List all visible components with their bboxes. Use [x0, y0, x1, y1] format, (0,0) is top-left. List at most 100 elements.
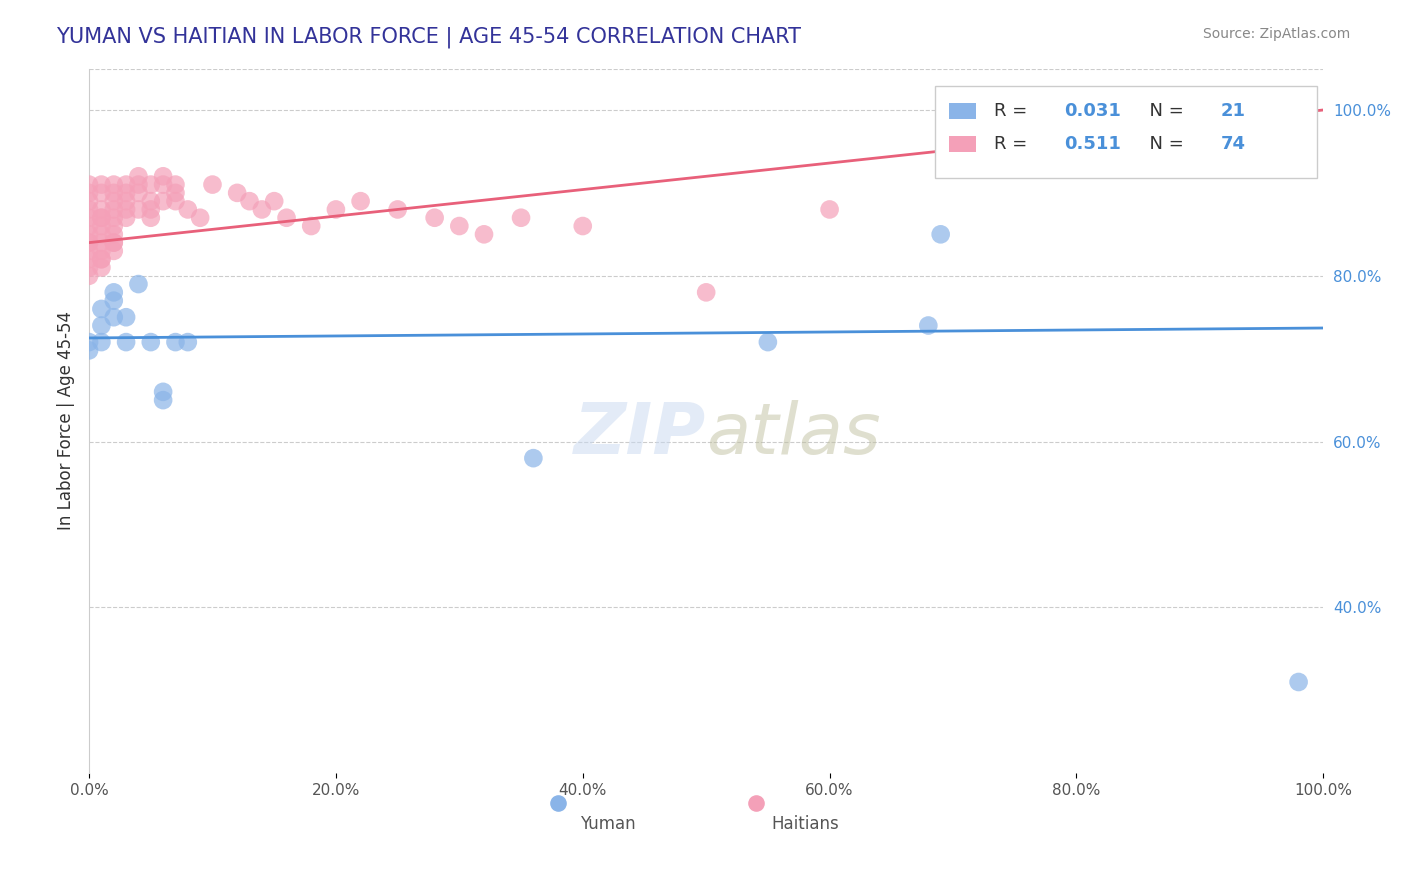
Haitians [103, 244, 125, 258]
Haitians [90, 178, 112, 192]
Text: R =: R = [994, 102, 1033, 120]
Y-axis label: In Labor Force | Age 45-54: In Labor Force | Age 45-54 [58, 311, 75, 531]
Haitians [1004, 103, 1026, 117]
Haitians [90, 252, 112, 267]
Haitians [77, 227, 100, 242]
Haitians [201, 178, 224, 192]
Haitians [77, 178, 100, 192]
Haitians [77, 235, 100, 250]
Haitians [127, 186, 149, 200]
Haitians [423, 211, 446, 225]
Haitians [90, 219, 112, 233]
Text: 0.031: 0.031 [1064, 102, 1121, 120]
Text: 0.511: 0.511 [1064, 135, 1121, 153]
Yuman [152, 384, 174, 399]
Haitians [472, 227, 495, 242]
Haitians [449, 219, 471, 233]
Haitians [77, 202, 100, 217]
Haitians [90, 252, 112, 267]
Haitians [250, 202, 273, 217]
Haitians [77, 268, 100, 283]
Bar [935, 87, 1317, 178]
Haitians [139, 194, 162, 209]
Haitians [90, 260, 112, 275]
Haitians [77, 211, 100, 225]
Haitians [115, 194, 138, 209]
Haitians [115, 178, 138, 192]
Text: N =: N = [1137, 102, 1189, 120]
Haitians [238, 194, 260, 209]
Haitians [77, 186, 100, 200]
Haitians [77, 219, 100, 233]
Haitians [103, 235, 125, 250]
Text: Yuman: Yuman [579, 815, 636, 833]
Haitians [90, 211, 112, 225]
Yuman [77, 335, 100, 350]
Haitians [165, 178, 187, 192]
Haitians [818, 202, 841, 217]
Text: 74: 74 [1220, 135, 1246, 153]
Haitians [77, 194, 100, 209]
Haitians [571, 219, 593, 233]
Haitians [90, 202, 112, 217]
Haitians [90, 235, 112, 250]
Haitians [90, 244, 112, 258]
Yuman [90, 318, 112, 333]
Haitians [387, 202, 409, 217]
Haitians [115, 186, 138, 200]
Haitians [90, 211, 112, 225]
Text: Source: ZipAtlas.com: Source: ZipAtlas.com [1202, 27, 1350, 41]
Yuman [139, 335, 162, 350]
Text: 21: 21 [1220, 102, 1246, 120]
Bar [949, 136, 976, 152]
Haitians [115, 211, 138, 225]
Haitians [103, 178, 125, 192]
Yuman [103, 293, 125, 308]
Yuman [1288, 675, 1310, 690]
Haitians [77, 252, 100, 267]
Yuman [152, 393, 174, 408]
Haitians [103, 235, 125, 250]
Yuman [177, 335, 200, 350]
Yuman [115, 310, 138, 325]
Haitians [695, 285, 717, 300]
Haitians [139, 211, 162, 225]
Haitians [77, 260, 100, 275]
Haitians [127, 178, 149, 192]
Haitians [127, 169, 149, 184]
Haitians [152, 178, 174, 192]
Haitians [127, 202, 149, 217]
Haitians [299, 219, 322, 233]
Text: atlas: atlas [706, 401, 880, 469]
Text: R =: R = [994, 135, 1033, 153]
Haitians [325, 202, 347, 217]
Haitians [90, 227, 112, 242]
Yuman [917, 318, 939, 333]
Yuman [77, 343, 100, 358]
Haitians [510, 211, 533, 225]
Haitians [77, 244, 100, 258]
Yuman [103, 285, 125, 300]
Haitians [90, 186, 112, 200]
Haitians [152, 194, 174, 209]
Yuman [127, 277, 149, 291]
Haitians [226, 186, 249, 200]
Yuman [115, 335, 138, 350]
Yuman [522, 451, 544, 466]
Text: Haitians: Haitians [770, 815, 839, 833]
Yuman [90, 335, 112, 350]
Haitians [103, 194, 125, 209]
Haitians [103, 227, 125, 242]
Haitians [276, 211, 298, 225]
Haitians [139, 178, 162, 192]
Text: ZIP: ZIP [574, 401, 706, 469]
Yuman [90, 301, 112, 316]
Bar [949, 103, 976, 119]
Haitians [263, 194, 285, 209]
Haitians [103, 211, 125, 225]
Haitians [103, 219, 125, 233]
Text: N =: N = [1137, 135, 1189, 153]
Yuman [165, 335, 187, 350]
Haitians [115, 202, 138, 217]
Haitians [103, 202, 125, 217]
